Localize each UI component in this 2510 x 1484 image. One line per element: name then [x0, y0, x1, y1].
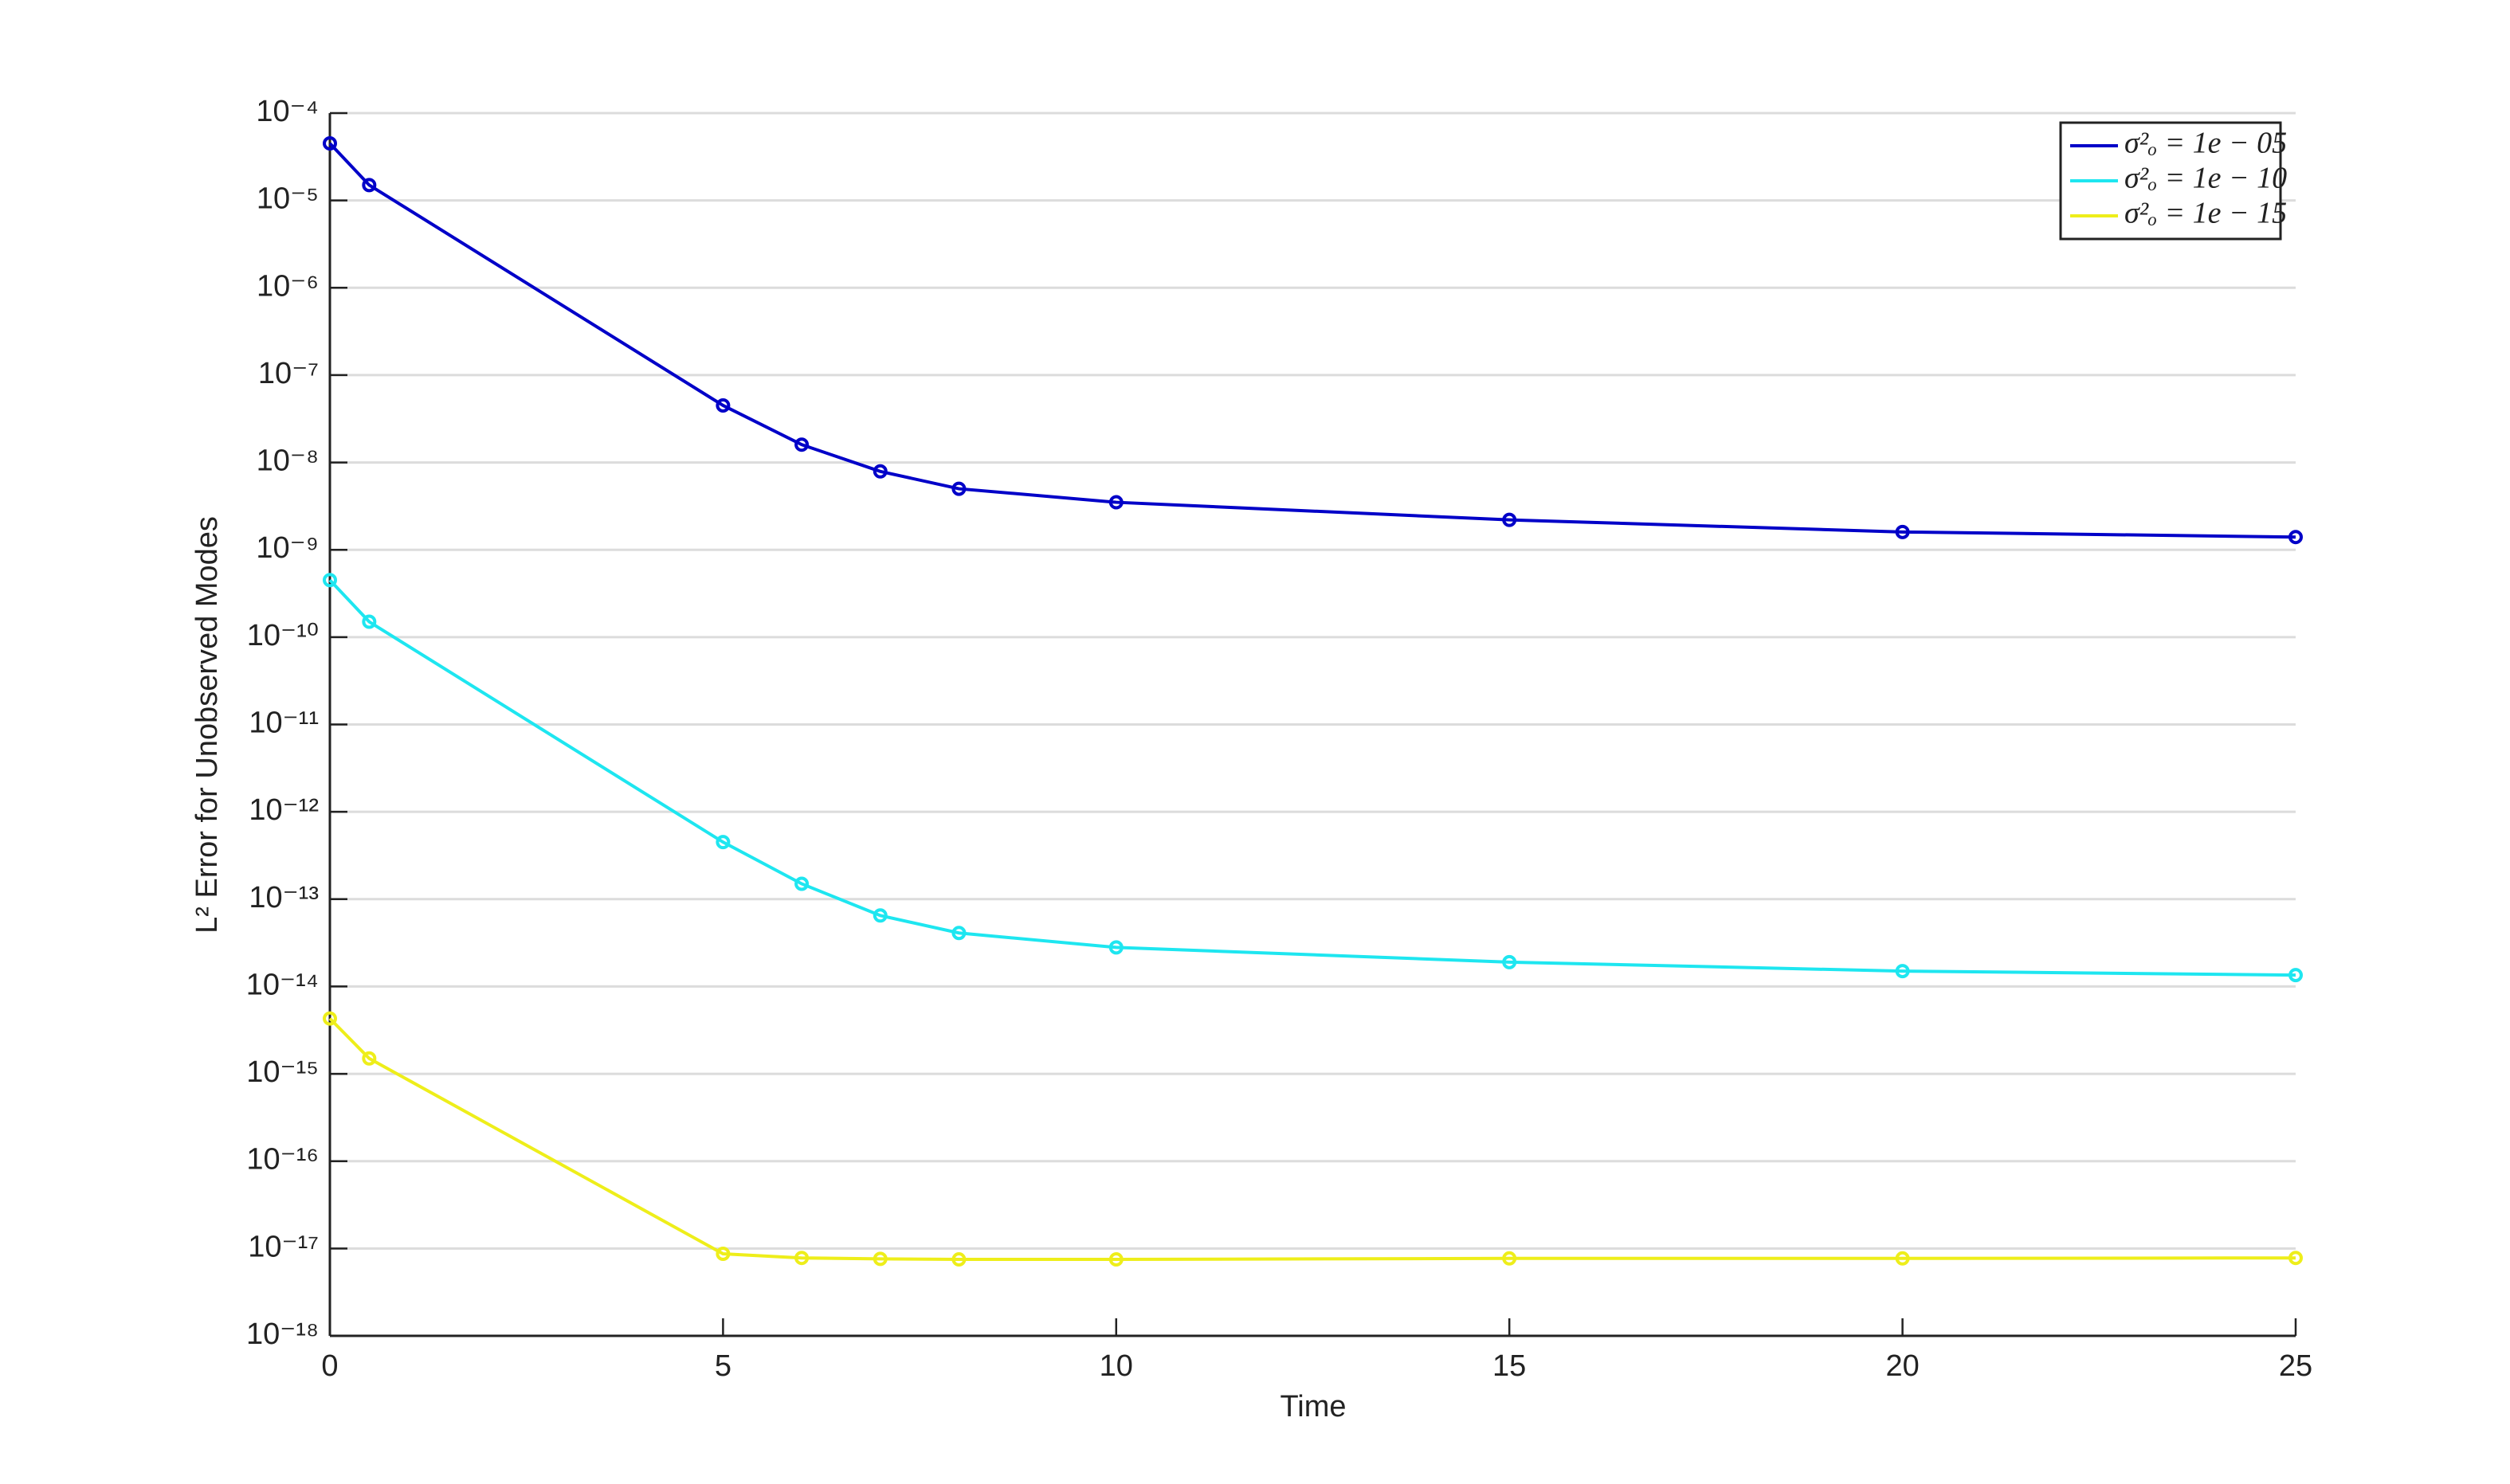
marker — [1895, 1251, 1910, 1266]
x-tick-label: 10 — [1100, 1349, 1133, 1383]
marker — [2288, 530, 2303, 545]
y-tick-label: 10⁻¹³ — [249, 881, 319, 914]
marker — [794, 876, 810, 891]
y-tick-label: 10⁻¹⁷ — [248, 1230, 319, 1263]
marker — [1895, 524, 1910, 539]
marker — [323, 573, 337, 588]
marker — [794, 437, 810, 452]
y-tick-label: 10⁻⁸ — [257, 444, 319, 478]
marker — [873, 464, 888, 479]
marker — [951, 1252, 967, 1267]
y-tick-label: 10⁻⁶ — [257, 269, 319, 303]
marker — [951, 481, 967, 496]
marker — [716, 835, 731, 850]
marker — [1502, 1251, 1517, 1266]
marker — [716, 1246, 731, 1261]
marker — [362, 614, 377, 629]
y-tick-label: 10⁻¹² — [249, 793, 319, 827]
y-tick-label: 10⁻¹⁰ — [247, 619, 319, 652]
y-tick-label: 10⁻⁹ — [256, 531, 319, 565]
series-line — [328, 1017, 2296, 1262]
legend-label: σ²ₒ = 1e − 05 — [2124, 127, 2287, 160]
y-tick-label: 10⁻⁷ — [258, 357, 319, 390]
series-line — [328, 142, 2296, 539]
y-tick-label: 10⁻¹⁴ — [246, 968, 319, 1001]
marker — [873, 908, 888, 923]
marker — [2288, 1251, 2303, 1266]
marker — [951, 926, 967, 941]
marker — [1895, 964, 1910, 979]
legend-label: σ²ₒ = 1e − 15 — [2124, 197, 2287, 230]
x-axis-label: Time — [1280, 1390, 1346, 1423]
y-tick-label: 10⁻⁵ — [257, 182, 319, 216]
marker — [323, 136, 337, 151]
marker — [2288, 968, 2303, 983]
marker — [323, 1011, 337, 1026]
y-tick-label: 10⁻¹⁵ — [246, 1055, 319, 1089]
y-tick-label: 10⁻¹⁸ — [246, 1318, 319, 1351]
marker — [362, 178, 377, 193]
marker — [1108, 940, 1124, 955]
legend-label: σ²ₒ = 1e − 10 — [2124, 162, 2287, 195]
series-line — [328, 578, 2296, 977]
y-tick-label: 10⁻¹⁶ — [246, 1143, 319, 1177]
marker — [1108, 1252, 1124, 1267]
marker — [362, 1051, 377, 1066]
marker — [794, 1251, 810, 1266]
x-tick-label: 20 — [1885, 1349, 1919, 1383]
marker — [1502, 954, 1517, 969]
marker — [1502, 512, 1517, 527]
y-tick-label: 10⁻⁴ — [256, 95, 319, 128]
y-axis-label: L² Error for Unobserved Modes — [190, 516, 224, 934]
x-tick-label: 5 — [715, 1349, 731, 1383]
marker — [1108, 495, 1124, 510]
marker — [716, 397, 731, 413]
x-tick-label: 25 — [2279, 1349, 2312, 1383]
marker — [873, 1251, 888, 1267]
x-tick-label: 15 — [1492, 1349, 1526, 1383]
y-tick-label: 10⁻¹¹ — [249, 707, 319, 740]
x-tick-label: 0 — [321, 1349, 338, 1383]
